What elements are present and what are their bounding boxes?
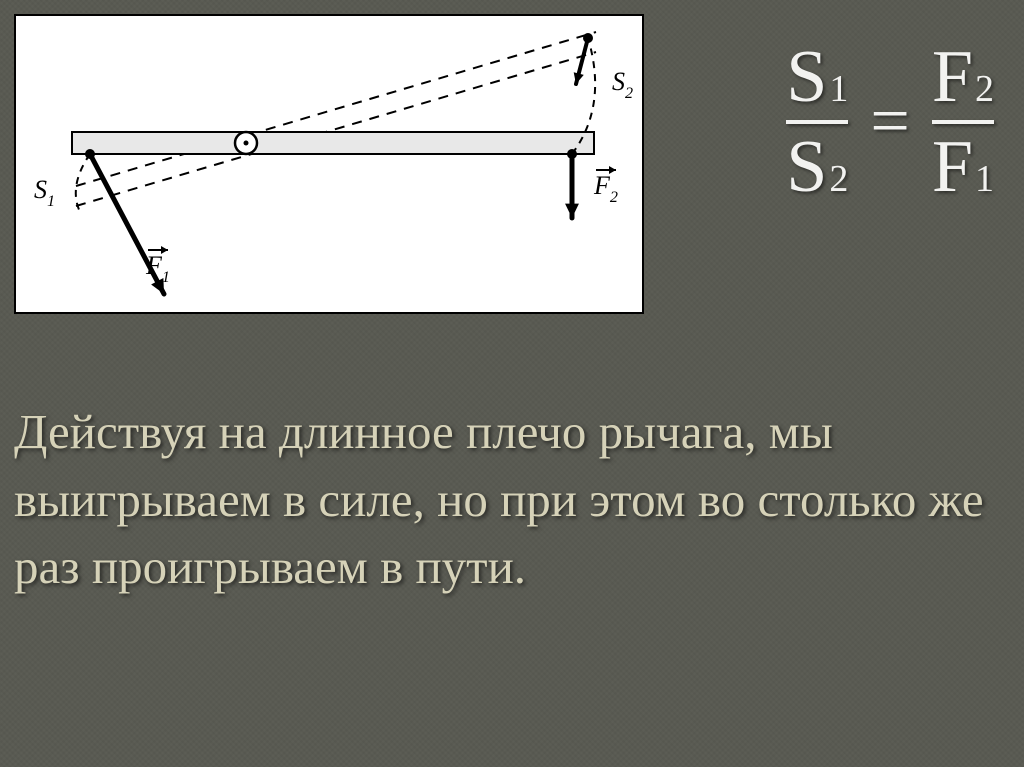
term-sub: 1 (975, 160, 994, 198)
fraction-right: F2 F1 (932, 40, 994, 204)
term-sub: 2 (975, 70, 994, 108)
lever-diagram-svg: S1F1F2S2 (16, 16, 646, 316)
fraction-left-denominator: S2 (786, 130, 848, 204)
term-base: F (932, 40, 973, 114)
svg-text:F2: F2 (593, 171, 618, 206)
term-sub: 2 (829, 160, 848, 198)
formula: S1 S2 = F2 F1 (786, 40, 994, 204)
fraction-right-denominator: F1 (932, 130, 994, 204)
body-text: Действуя на длинное плечо рычага, мы выи… (14, 398, 1010, 601)
term-base: S (786, 40, 827, 114)
svg-text:S2: S2 (612, 67, 633, 102)
fraction-bar (932, 120, 994, 124)
term-base: S (786, 130, 827, 204)
term-base: F (932, 130, 973, 204)
term-sub: 1 (829, 70, 848, 108)
fraction-left: S1 S2 (786, 40, 848, 204)
lever-diagram: S1F1F2S2 (14, 14, 644, 314)
svg-text:S1: S1 (34, 175, 55, 210)
fraction-right-numerator: F2 (932, 40, 994, 114)
equals-sign: = (866, 82, 913, 162)
fraction-left-numerator: S1 (786, 40, 848, 114)
fraction-bar (786, 120, 848, 124)
